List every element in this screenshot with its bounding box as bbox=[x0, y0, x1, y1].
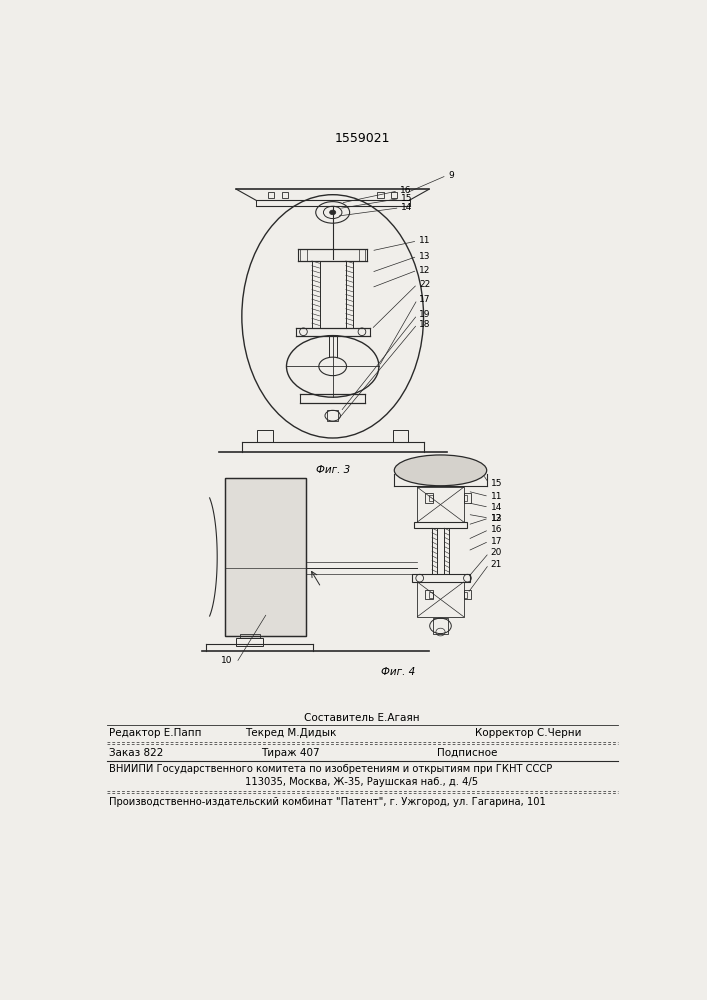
Text: 21: 21 bbox=[491, 560, 502, 569]
Text: Производственно-издательский комбинат "Патент", г. Ужгород, ул. Гагарина, 101: Производственно-издательский комбинат "П… bbox=[110, 797, 547, 807]
Bar bbox=[300, 249, 307, 261]
Text: 22: 22 bbox=[419, 280, 430, 289]
Text: 16: 16 bbox=[399, 186, 411, 195]
Text: 16: 16 bbox=[491, 525, 502, 534]
Text: 14: 14 bbox=[491, 503, 502, 512]
Text: 11: 11 bbox=[491, 492, 502, 501]
Text: Корректор С.Черни: Корректор С.Черни bbox=[475, 728, 582, 738]
Text: Заказ 822: Заказ 822 bbox=[110, 748, 164, 758]
Bar bbox=[268, 192, 274, 198]
Bar bbox=[359, 249, 365, 261]
Bar bbox=[464, 493, 472, 503]
Bar bbox=[412, 574, 469, 582]
Bar bbox=[417, 582, 464, 617]
Bar bbox=[464, 592, 467, 598]
Bar bbox=[257, 430, 273, 442]
Bar bbox=[236, 638, 264, 646]
Bar bbox=[464, 590, 472, 599]
Bar bbox=[464, 495, 467, 501]
Text: 18: 18 bbox=[419, 320, 431, 329]
Text: 13: 13 bbox=[419, 252, 431, 261]
Text: Редактор Е.Папп: Редактор Е.Папп bbox=[110, 728, 202, 738]
Bar bbox=[425, 493, 433, 503]
Bar bbox=[393, 430, 408, 442]
Text: 20: 20 bbox=[491, 548, 502, 557]
Ellipse shape bbox=[395, 455, 486, 486]
Bar bbox=[282, 192, 288, 198]
Bar bbox=[429, 592, 433, 598]
Text: Составитель Е.Агаян: Составитель Е.Агаян bbox=[304, 713, 420, 723]
Bar bbox=[417, 487, 464, 522]
Text: 14: 14 bbox=[402, 203, 413, 212]
Bar bbox=[429, 495, 433, 501]
Text: Подписное: Подписное bbox=[437, 748, 497, 758]
Text: Фиг. 3: Фиг. 3 bbox=[315, 465, 350, 475]
Text: 11: 11 bbox=[419, 236, 431, 245]
Text: 113035, Москва, Ж-35, Раушская наб., д. 4/5: 113035, Москва, Ж-35, Раушская наб., д. … bbox=[245, 777, 479, 787]
Bar bbox=[425, 590, 433, 599]
Text: Текред М.Дидык: Текред М.Дидык bbox=[245, 728, 336, 738]
Text: 9: 9 bbox=[448, 171, 454, 180]
Bar bbox=[433, 618, 448, 634]
Bar bbox=[414, 522, 467, 528]
Text: 10: 10 bbox=[221, 656, 233, 665]
Text: 17: 17 bbox=[419, 295, 431, 304]
Text: 1559021: 1559021 bbox=[334, 132, 390, 145]
Text: 19: 19 bbox=[419, 310, 431, 319]
Bar bbox=[225, 478, 305, 636]
Bar bbox=[240, 634, 259, 638]
Text: 13: 13 bbox=[491, 514, 502, 523]
Text: 12: 12 bbox=[491, 514, 502, 523]
Text: 15: 15 bbox=[402, 194, 413, 203]
Text: 15: 15 bbox=[491, 479, 502, 488]
Bar bbox=[225, 478, 305, 636]
Bar bbox=[391, 192, 397, 198]
Text: ВНИИПИ Государственного комитета по изобретениям и открытиям при ГКНТ СССР: ВНИИПИ Государственного комитета по изоб… bbox=[110, 764, 553, 774]
Text: 17: 17 bbox=[491, 537, 502, 546]
Bar bbox=[327, 410, 338, 421]
Text: 12: 12 bbox=[419, 266, 431, 275]
Text: Тираж 407: Тираж 407 bbox=[261, 748, 320, 758]
Ellipse shape bbox=[329, 210, 336, 215]
Bar bbox=[378, 192, 383, 198]
Text: Фиг. 4: Фиг. 4 bbox=[381, 667, 415, 677]
